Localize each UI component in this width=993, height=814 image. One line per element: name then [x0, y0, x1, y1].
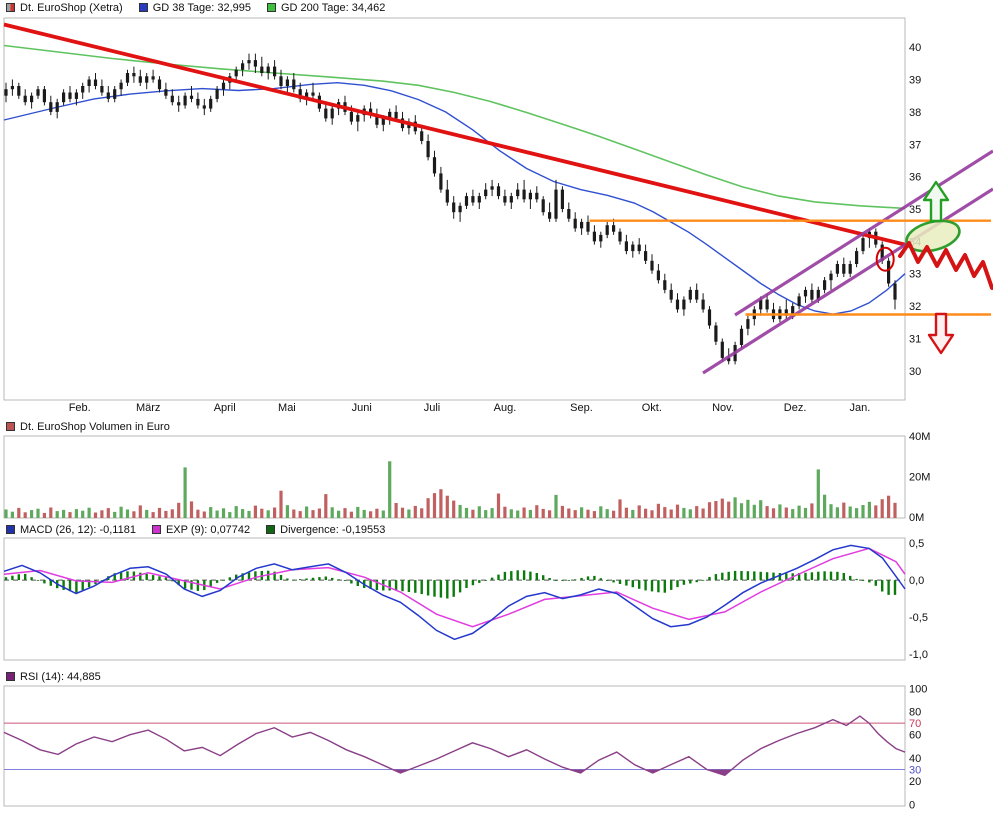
legend-label: GD 38 Tage: 32,995 [152, 1, 251, 14]
macd-histogram [4, 570, 897, 599]
price-y-axis: 3031323334353637383940 [909, 42, 921, 378]
legend-label: MACD (26, 12): -0,1181 [20, 523, 136, 536]
volume-y-axis: 40M 20M 0M [909, 431, 930, 524]
svg-text:-1,0: -1,0 [909, 649, 928, 661]
svg-text:0,5: 0,5 [909, 538, 924, 550]
svg-text:60: 60 [909, 730, 921, 742]
volume-legend: Dt. EuroShop Volumen in Euro [6, 420, 170, 433]
svg-text:Dez.: Dez. [784, 402, 807, 414]
svg-text:70: 70 [909, 718, 921, 730]
legend-item-gd38: GD 38 Tage: 32,995 [138, 1, 251, 14]
volume-series-icon [6, 422, 15, 431]
rsi-line [3, 715, 906, 777]
annotation-breakdown-circle [875, 246, 895, 272]
divergence-series-icon [266, 525, 276, 534]
annotation-down-arrow [927, 312, 955, 355]
legend-item-gd200: GD 200 Tage: 34,462 [266, 1, 386, 14]
svg-text:April: April [214, 402, 236, 414]
svg-text:Nov.: Nov. [712, 402, 734, 414]
svg-text:Juni: Juni [352, 402, 372, 414]
legend-item-volume: Dt. EuroShop Volumen in Euro [6, 421, 170, 433]
rsi-oversold-fill [646, 769, 659, 773]
legend-label: Divergence: -0,19553 [280, 523, 386, 536]
svg-text:-0,5: -0,5 [909, 612, 928, 624]
macd-y-axis: 0,5 0,0 -0,5 -1,0 [909, 538, 928, 661]
svg-text:40: 40 [909, 753, 921, 765]
svg-text:0M: 0M [909, 512, 924, 524]
svg-text:Feb.: Feb. [69, 402, 91, 414]
svg-text:0,0: 0,0 [909, 575, 924, 587]
svg-text:20M: 20M [909, 472, 930, 484]
svg-text:80: 80 [909, 707, 921, 719]
svg-text:März: März [136, 402, 160, 414]
macd-series-icon [6, 525, 15, 534]
svg-text:Juli: Juli [424, 402, 441, 414]
svg-text:20: 20 [909, 776, 921, 788]
x-axis-months: Feb. März April Mai Juni Juli Aug. Sep. Okt. Nov.… [69, 402, 871, 414]
legend-item-rsi: RSI (14): 44,885 [6, 671, 101, 683]
svg-text:32: 32 [909, 301, 921, 313]
rsi-oversold-fill [394, 769, 407, 773]
svg-text:39: 39 [909, 75, 921, 87]
annotation-zigzag [898, 241, 993, 290]
svg-text:Okt.: Okt. [642, 402, 662, 414]
candles-layer [4, 53, 897, 365]
svg-text:30: 30 [909, 366, 921, 378]
svg-text:0: 0 [909, 799, 915, 811]
gd38-series-icon [138, 3, 148, 12]
macd-signal-line [3, 547, 906, 628]
svg-text:36: 36 [909, 172, 921, 184]
svg-text:Mai: Mai [278, 402, 296, 414]
gd200-line [3, 44, 906, 210]
macd-legend: MACD (26, 12): -0,1181 EXP (9): 0,07742 … [6, 523, 385, 536]
gd38-line [3, 81, 906, 315]
legend-label: GD 200 Tage: 34,462 [280, 1, 386, 14]
svg-text:Jan.: Jan. [850, 402, 871, 414]
legend-label: Dt. EuroShop (Xetra) [20, 1, 123, 14]
gd200-series-icon [266, 3, 276, 12]
svg-text:40M: 40M [909, 431, 930, 443]
macd-line [3, 544, 906, 641]
candlestick-series-icon [6, 3, 15, 12]
rsi-series-icon [6, 672, 15, 681]
legend-label: Dt. EuroShop Volumen in Euro [20, 420, 170, 433]
legend-item-divergence: Divergence: -0,19553 [266, 524, 385, 536]
svg-text:40: 40 [909, 42, 921, 54]
svg-text:38: 38 [909, 107, 921, 119]
svg-text:35: 35 [909, 204, 921, 216]
legend-item-macd: MACD (26, 12): -0,1181 [6, 524, 136, 536]
legend-label: RSI (14): 44,885 [20, 670, 101, 683]
volume-bars [4, 461, 897, 518]
channel-line-lower [702, 187, 993, 375]
svg-text:37: 37 [909, 139, 921, 151]
svg-text:31: 31 [909, 334, 921, 346]
downtrend-line [3, 22, 906, 247]
svg-text:33: 33 [909, 269, 921, 281]
annotation-target-ellipse [905, 219, 961, 253]
rsi-legend: RSI (14): 44,885 [6, 670, 101, 683]
legend-label: EXP (9): 0,07742 [165, 523, 251, 536]
legend-item-instrument: Dt. EuroShop (Xetra) [6, 2, 123, 14]
price-legend: Dt. EuroShop (Xetra) GD 38 Tage: 32,995 … [6, 1, 385, 14]
annotation-up-arrow [922, 180, 950, 223]
exp-series-icon [151, 525, 161, 534]
svg-text:Sep.: Sep. [570, 402, 593, 414]
svg-text:100: 100 [909, 683, 927, 695]
svg-text:Aug.: Aug. [494, 402, 517, 414]
svg-text:30: 30 [909, 765, 921, 777]
channel-line-upper [734, 149, 993, 317]
legend-item-exp: EXP (9): 0,07742 [151, 523, 251, 536]
